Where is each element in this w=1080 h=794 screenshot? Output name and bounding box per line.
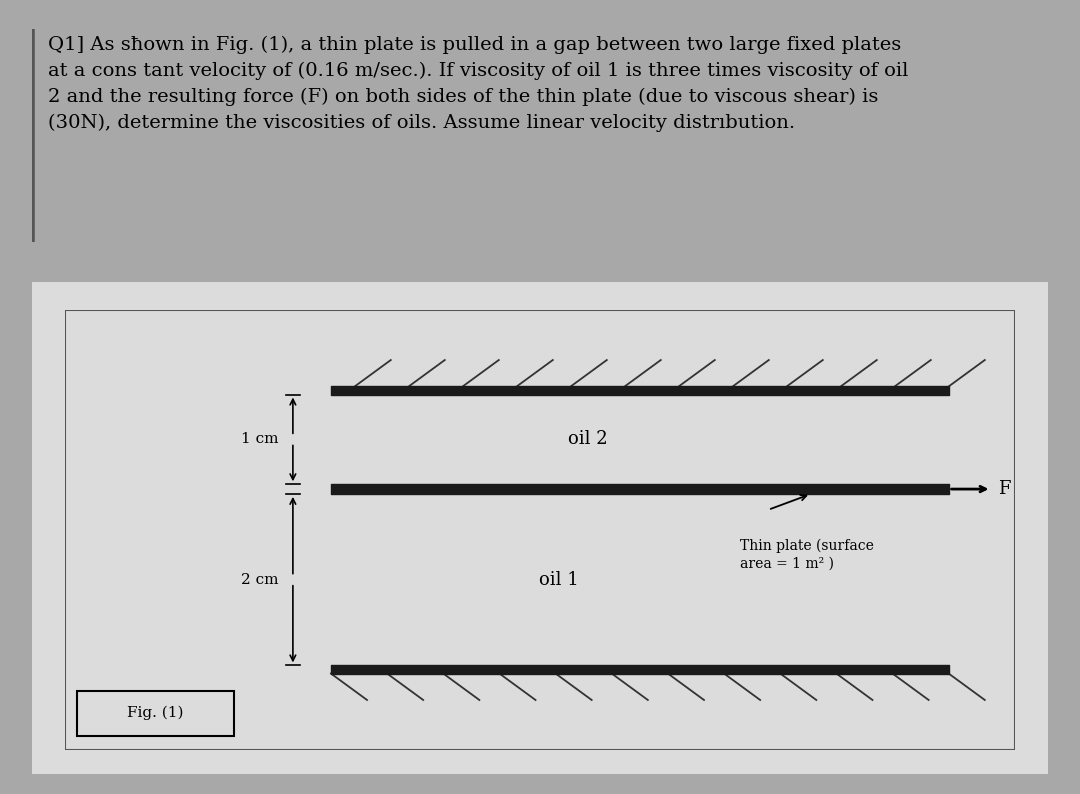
FancyBboxPatch shape [2,267,1078,789]
Text: Q1] As sħown in Fig. (1), a thin plate is pulled in a gap between two large fixe: Q1] As sħown in Fig. (1), a thin plate i… [48,36,908,133]
Text: oil 1: oil 1 [539,571,579,588]
Text: 2 cm: 2 cm [241,572,279,587]
FancyBboxPatch shape [77,691,234,736]
Text: Fig. (1): Fig. (1) [126,706,184,720]
Text: F: F [998,480,1011,498]
Text: 1 cm: 1 cm [241,433,279,446]
Text: oil 2: oil 2 [568,430,607,449]
Text: Thin plate (surface
area = 1 m² ): Thin plate (surface area = 1 m² ) [740,538,874,571]
